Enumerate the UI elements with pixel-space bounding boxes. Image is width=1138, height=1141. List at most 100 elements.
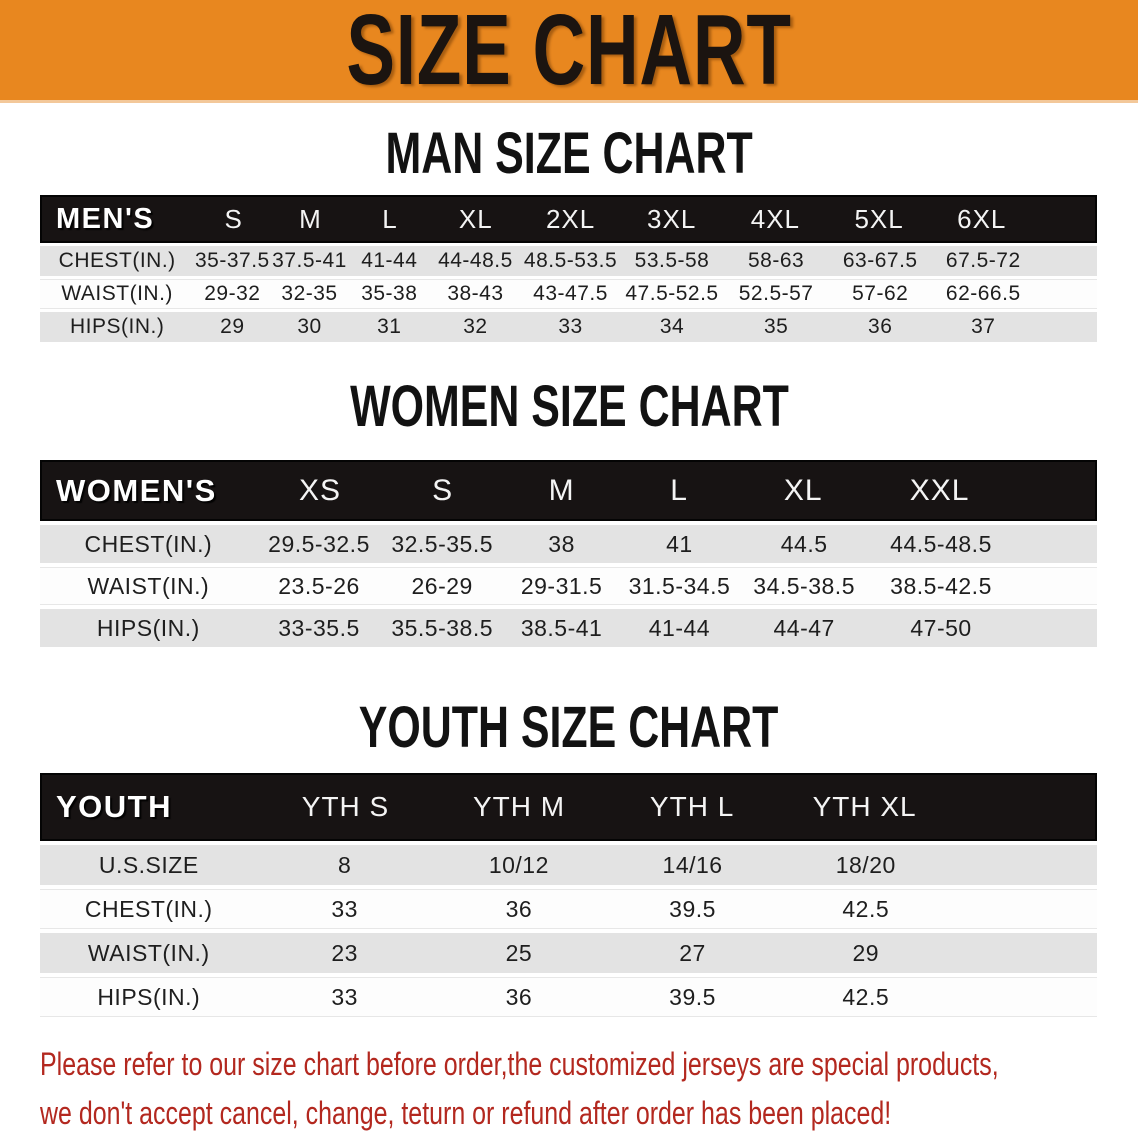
women-table-row: HIPS(IN.) 33-35.5 35.5-38.5 38.5-41 41-44 44-… xyxy=(40,609,1097,647)
measurement-value: 37.5-41 xyxy=(272,249,347,272)
measurement-value: 36 xyxy=(868,315,893,338)
women-size-column-header: L xyxy=(670,473,688,507)
men-size-column-header: 4XL xyxy=(750,203,800,234)
measurement-value: 23 xyxy=(331,939,358,966)
youth-section-heading: YOUTH SIZE CHART xyxy=(0,699,1138,757)
youth-size-table: YOUTH YTH S YTH M YTH L YTH XL U.S.SIZE 8 10/12… xyxy=(40,773,1097,1017)
women-size-column-header: XXL xyxy=(909,473,970,507)
measurement-value: 41 xyxy=(666,530,693,557)
measurement-value: 10/12 xyxy=(488,851,549,878)
disclaimer-line-2-text: we don't accept cancel, change, teturn o… xyxy=(40,1095,892,1131)
measurement-value: 43-47.5 xyxy=(533,282,608,305)
women-size-column-header: M xyxy=(548,473,575,507)
women-size-column-header: XS xyxy=(298,473,341,507)
men-size-column-header: L xyxy=(382,203,398,234)
men-size-section: MAN SIZE CHART MEN'S S M L XL 2XL 3XL 4XL 5XL 6XL… xyxy=(0,125,1138,342)
row-label: WAIST(IN.) xyxy=(87,939,210,966)
measurement-value: 39.5 xyxy=(669,895,716,922)
measurement-value: 52.5-57 xyxy=(738,282,814,305)
measurement-value: 41-44 xyxy=(361,249,418,272)
youth-size-section: YOUTH SIZE CHART YOUTH YTH S YTH M YTH L YTH… xyxy=(0,699,1138,1017)
banner-title: SIZE CHART xyxy=(346,0,792,106)
youth-table-title: YOUTH xyxy=(56,789,172,824)
youth-table-row: WAIST(IN.) 23 25 27 29 xyxy=(40,933,1097,973)
measurement-value: 42.5 xyxy=(842,983,890,1010)
measurement-value: 35 xyxy=(763,315,789,338)
measurement-value: 48.5-53.5 xyxy=(523,249,618,272)
youth-table-header-row: YOUTH YTH S YTH M YTH L YTH XL xyxy=(40,773,1097,841)
measurement-value: 32 xyxy=(463,315,488,338)
measurement-value: 44-47 xyxy=(773,614,835,641)
measurement-value: 39.5 xyxy=(669,983,716,1010)
disclaimer-note: Please refer to our size chart before or… xyxy=(40,1043,1138,1141)
measurement-value: 38.5-41 xyxy=(520,614,603,641)
men-size-column-header: 5XL xyxy=(854,203,904,234)
measurement-value: 33 xyxy=(558,315,583,338)
row-label: CHEST(IN.) xyxy=(84,530,213,557)
men-table-title: MEN'S xyxy=(56,202,155,235)
women-size-section: WOMEN SIZE CHART WOMEN'S XS S M L XL XXL CHEST(… xyxy=(0,378,1138,647)
measurement-value: 32.5-35.5 xyxy=(391,530,494,557)
measurement-value: 27 xyxy=(679,939,706,966)
measurement-value: 33 xyxy=(331,983,358,1010)
women-section-heading: WOMEN SIZE CHART xyxy=(0,378,1138,436)
measurement-value: 35-37.5 xyxy=(194,249,270,272)
measurement-value: 36 xyxy=(505,983,533,1010)
measurement-value: 23.5-26 xyxy=(278,572,360,599)
men-size-table: MEN'S S M L XL 2XL 3XL 4XL 5XL 6XL CHEST(IN.) 35-37… xyxy=(40,195,1097,342)
row-label: WAIST(IN.) xyxy=(61,282,173,305)
measurement-value: 32-35 xyxy=(281,282,338,305)
row-label: CHEST(IN.) xyxy=(84,895,213,922)
measurement-value: 36 xyxy=(505,895,533,922)
women-table-header-row: WOMEN'S XS S M L XL XXL xyxy=(40,460,1097,521)
measurement-value: 44.5 xyxy=(780,530,828,557)
measurement-value: 14/16 xyxy=(662,851,723,878)
youth-table-row: CHEST(IN.) 33 36 39.5 42.5 xyxy=(40,889,1097,929)
men-size-column-header: 3XL xyxy=(647,203,697,234)
row-label: HIPS(IN.) xyxy=(69,315,165,338)
men-table-header-row: MEN'S S M L XL 2XL 3XL 4XL 5XL 6XL xyxy=(40,195,1097,243)
measurement-value: 29 xyxy=(852,939,880,966)
measurement-value: 38 xyxy=(548,530,575,557)
row-label: WAIST(IN.) xyxy=(87,572,210,599)
measurement-value: 57-62 xyxy=(852,282,909,305)
measurement-value: 29 xyxy=(220,315,245,338)
youth-size-column-header: YTH M xyxy=(473,791,566,822)
row-label: HIPS(IN.) xyxy=(96,614,200,641)
measurement-value: 38.5-42.5 xyxy=(890,572,992,599)
measurement-value: 44.5-48.5 xyxy=(890,530,992,557)
measurement-value: 18/20 xyxy=(835,851,896,878)
measurement-value: 67.5-72 xyxy=(945,249,1021,272)
youth-table-row: U.S.SIZE 8 10/12 14/16 18/20 xyxy=(40,845,1097,885)
row-label: HIPS(IN.) xyxy=(97,983,201,1010)
disclaimer-line-1: Please refer to our size chart before or… xyxy=(40,1043,1138,1092)
measurement-value: 29.5-32.5 xyxy=(268,530,370,557)
measurement-value: 29-32 xyxy=(204,282,261,305)
row-label: CHEST(IN.) xyxy=(58,249,176,272)
measurement-value: 31 xyxy=(377,315,402,338)
row-label: U.S.SIZE xyxy=(98,851,199,878)
measurement-value: 47-50 xyxy=(910,614,972,641)
measurement-value: 29-31.5 xyxy=(520,572,603,599)
men-table-row: CHEST(IN.) 35-37.5 37.5-41 41-44 44-48.5 48.5… xyxy=(40,246,1097,276)
measurement-value: 41-44 xyxy=(648,614,711,641)
measurement-value: 34.5-38.5 xyxy=(753,572,855,599)
measurement-value: 33 xyxy=(331,895,358,922)
men-section-heading: MAN SIZE CHART xyxy=(0,125,1138,183)
measurement-value: 35.5-38.5 xyxy=(391,614,494,641)
measurement-value: 8 xyxy=(337,851,352,878)
youth-section-heading-text: YOUTH SIZE CHART xyxy=(359,695,779,760)
disclaimer-line-1-text: Please refer to our size chart before or… xyxy=(40,1046,999,1082)
youth-size-column-header: YTH S xyxy=(301,791,390,822)
men-table-row: HIPS(IN.) 29 30 31 32 33 34 35 36 37 xyxy=(40,312,1097,342)
measurement-value: 26-29 xyxy=(411,572,473,599)
men-size-column-header: XL xyxy=(458,203,493,234)
youth-size-column-header: YTH XL xyxy=(812,791,917,822)
measurement-value: 38-43 xyxy=(447,282,504,305)
measurement-value: 47.5-52.5 xyxy=(625,282,719,305)
women-table-row: CHEST(IN.) 29.5-32.5 32.5-35.5 38 41 44.5 44.5… xyxy=(40,525,1097,563)
size-chart-banner: SIZE CHART xyxy=(0,0,1138,103)
youth-size-column-header: YTH L xyxy=(649,791,735,822)
measurement-value: 42.5 xyxy=(842,895,890,922)
women-section-heading-text: WOMEN SIZE CHART xyxy=(349,374,789,439)
